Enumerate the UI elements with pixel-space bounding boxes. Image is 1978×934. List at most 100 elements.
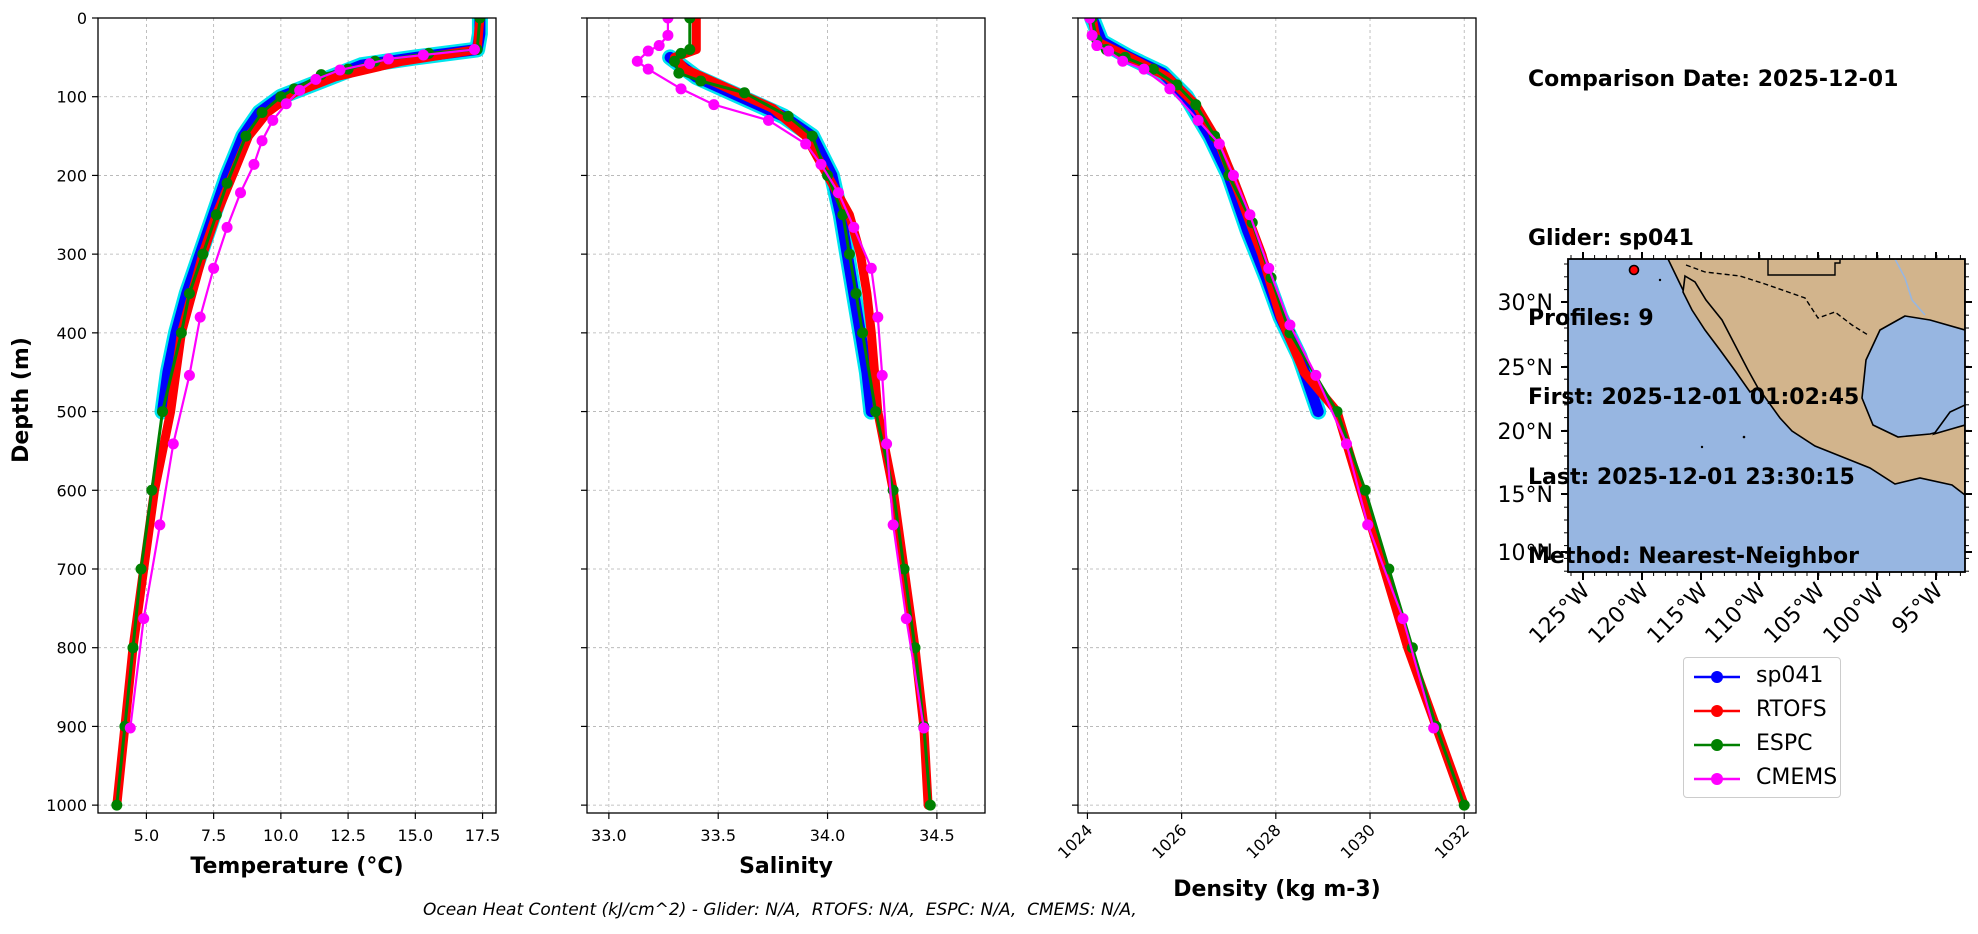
series-espc-point xyxy=(157,406,169,418)
series-cmems-point xyxy=(417,49,429,61)
x-tick-label: 15.0 xyxy=(398,826,434,845)
y-tick-label: 300 xyxy=(56,245,87,264)
series-cmems-point xyxy=(763,114,775,126)
series-espc-point xyxy=(738,87,750,99)
legend-item-sp041: sp041 xyxy=(1684,660,1840,694)
series-cmems-point xyxy=(280,98,292,110)
series-cmems-point xyxy=(1103,45,1115,57)
series-cmems-point xyxy=(900,613,912,625)
legend: sp041 RTOFS ESPC CMEMS xyxy=(1683,657,1841,798)
map-lat-label: 15°N xyxy=(1498,483,1553,508)
y-tick-label: 900 xyxy=(56,717,87,736)
glider-location-marker xyxy=(1628,264,1640,276)
series-cmems-point xyxy=(1244,209,1256,221)
series-cmems-point xyxy=(468,43,480,55)
x-tick-label: 10.0 xyxy=(263,826,299,845)
series-cmems-point xyxy=(653,40,665,52)
series-cmems-point xyxy=(221,221,233,233)
x-tick-label: 5.0 xyxy=(134,826,159,845)
series-espc-point xyxy=(675,47,687,59)
map-ticks xyxy=(1561,252,1972,580)
plot-area xyxy=(111,18,488,811)
series-cmems-point xyxy=(154,519,166,531)
series-espc-point xyxy=(240,130,252,142)
density-panel: 1024 1026 1028 1030 1032 Density (kg m-3) xyxy=(1054,17,1477,902)
series-espc-point xyxy=(782,110,794,122)
series-cmems-point xyxy=(208,262,220,274)
comparison-date: Comparison Date: 2025-12-01 xyxy=(1528,67,1899,92)
x-tick-label: 1026 xyxy=(1148,820,1190,862)
series-espc-point xyxy=(197,248,209,260)
series-espc-point xyxy=(183,287,195,299)
y-tick-label: 200 xyxy=(56,166,87,185)
x-tick-label: 17.5 xyxy=(465,826,501,845)
series-espc-point xyxy=(924,799,936,811)
series-cmems-line xyxy=(1088,18,1435,729)
series-cmems-point xyxy=(1397,613,1409,625)
x-axis-label: Density (kg m-3) xyxy=(1173,877,1381,902)
series-cmems-point xyxy=(183,369,195,381)
series-cmems-point xyxy=(662,18,674,24)
axes-frame xyxy=(586,17,986,814)
series-sp041-spread xyxy=(1084,18,1327,420)
series-cmems-point xyxy=(848,221,860,233)
series-cmems-point xyxy=(832,187,844,199)
series-espc-point xyxy=(870,406,882,418)
y-tick-label: 400 xyxy=(56,324,87,343)
series-cmems-point xyxy=(1192,114,1204,126)
map-inset: 30°N25°N20°N15°N10°N 125°W120°W115°W110°… xyxy=(1498,252,1972,649)
info-spacer xyxy=(1528,147,1898,174)
series-cmems-point xyxy=(256,135,268,147)
legend-label: CMEMS xyxy=(1756,765,1838,790)
map-lat-label: 30°N xyxy=(1498,291,1553,316)
salinity-panel: 33.0 33.5 34.0 34.5 Salinity xyxy=(581,17,986,879)
method: Method: Nearest-Neighbor xyxy=(1528,544,1859,569)
x-axis-label: Temperature (°C) xyxy=(190,854,403,879)
series-sp041-line xyxy=(1086,18,1324,418)
series-espc-point xyxy=(221,177,233,189)
series-espc-point xyxy=(898,563,910,575)
map-baja-peninsula xyxy=(1682,274,1760,394)
series-cmems-point xyxy=(918,722,930,734)
series-cmems-line xyxy=(129,48,475,729)
series-espc-point xyxy=(684,18,696,24)
series-cmems-point xyxy=(1091,40,1103,52)
y-tick-label: 800 xyxy=(56,639,87,658)
x-tick-label: 1028 xyxy=(1242,820,1284,862)
x-tick-label: 1032 xyxy=(1431,820,1473,862)
series-cmems-point xyxy=(1086,29,1098,41)
series-cmems-point xyxy=(642,45,654,57)
y-tick-label: 700 xyxy=(56,560,87,579)
legend-label: sp041 xyxy=(1756,663,1824,688)
series-cmems-point xyxy=(631,55,643,67)
glider-name: Glider: sp041 xyxy=(1528,226,1694,251)
series-rtofs-line xyxy=(670,18,933,810)
series-espc-point xyxy=(684,43,696,55)
plot-area xyxy=(1084,18,1470,811)
series-cmems-point xyxy=(1227,169,1239,181)
legend-label: ESPC xyxy=(1756,731,1813,756)
series-espc-point xyxy=(1359,484,1371,496)
series-espc-point xyxy=(668,55,680,67)
x-tick-label: 33.0 xyxy=(591,826,627,845)
series-espc-point xyxy=(146,484,158,496)
series-cmems-point xyxy=(662,29,674,41)
series-cmems-point xyxy=(815,158,827,170)
series-espc-point xyxy=(1147,63,1159,75)
series-cmems-point xyxy=(310,73,322,85)
series-cmems-point xyxy=(1263,262,1275,274)
last-time: Last: 2025-12-01 23:30:15 xyxy=(1528,464,1855,490)
axes-frame xyxy=(1077,17,1477,814)
profile-count: Profiles: 9 xyxy=(1528,305,1654,331)
temperature-panel: 5.0 7.5 10.0 12.5 15.0 17.5 0 100 200 300 400 500 60… xyxy=(46,9,500,879)
x-tick-label: 12.5 xyxy=(330,826,366,845)
map-us-border xyxy=(1685,264,1869,336)
map-island xyxy=(1761,546,1763,548)
info-block: Comparison Date: 2025-12-01 Glider: sp04… xyxy=(1528,14,1898,597)
series-espc-point xyxy=(127,642,139,654)
series-cmems-point xyxy=(1362,519,1374,531)
series-espc-point xyxy=(210,209,222,221)
series-espc-point xyxy=(1190,99,1202,111)
x-tick-label: 34.0 xyxy=(810,826,846,845)
